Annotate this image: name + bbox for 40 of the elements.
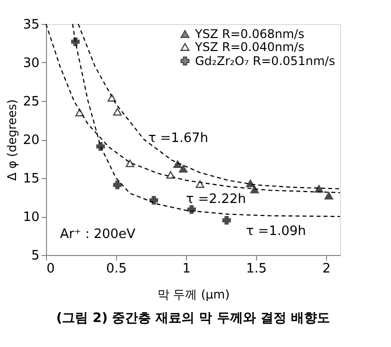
point <box>196 180 204 188</box>
text: (그림 2) 중간층 재료의 막 두께와 결정 배향도 <box>56 311 330 326</box>
y-tick-label: 10 <box>22 210 40 225</box>
x-tick-label: 2 <box>322 262 331 276</box>
point <box>246 180 255 188</box>
x-tick-label: 0.5 <box>106 262 127 276</box>
x-axis-title: 막 두께 (μm) <box>157 288 230 302</box>
point <box>96 142 105 151</box>
y-tick-label: 35 <box>22 18 40 32</box>
point <box>107 94 116 102</box>
point <box>324 192 334 200</box>
point <box>75 108 84 116</box>
point <box>222 216 231 225</box>
x-tick-label: 1.5 <box>246 262 267 276</box>
annotation: τ =1.67h <box>148 130 208 146</box>
point <box>166 171 175 179</box>
point <box>314 184 324 193</box>
x-tick-label: 1 <box>182 262 191 276</box>
annotation: τ =2.22h <box>186 192 246 207</box>
point <box>187 205 196 214</box>
y-tick-label: 5 <box>31 248 40 264</box>
point <box>113 180 122 190</box>
point <box>178 164 188 173</box>
y-tick-label: 25 <box>22 94 40 110</box>
y-tick-label: 20 <box>22 133 40 148</box>
point <box>250 186 259 194</box>
x-tick-label: 0 <box>46 262 55 276</box>
annotation: τ =1.09h <box>246 224 306 239</box>
legend-label: YSZ R=0.040nm/s <box>194 40 304 54</box>
point <box>173 160 182 168</box>
y-tick-label: 15 <box>22 172 40 186</box>
y-tick-label: 30 <box>22 56 40 71</box>
y-axis-title: Δ φ (degrees) <box>4 99 19 181</box>
annotation: Ar⁺ : 200eV <box>60 227 136 242</box>
point <box>126 160 134 168</box>
point <box>113 108 122 116</box>
legend-label: YSZ R=0.068nm/s <box>194 27 304 41</box>
legend-label: Gd₂Zr₂O₇ R=0.051nm/s <box>195 54 336 68</box>
point <box>71 37 80 46</box>
point <box>149 196 158 205</box>
